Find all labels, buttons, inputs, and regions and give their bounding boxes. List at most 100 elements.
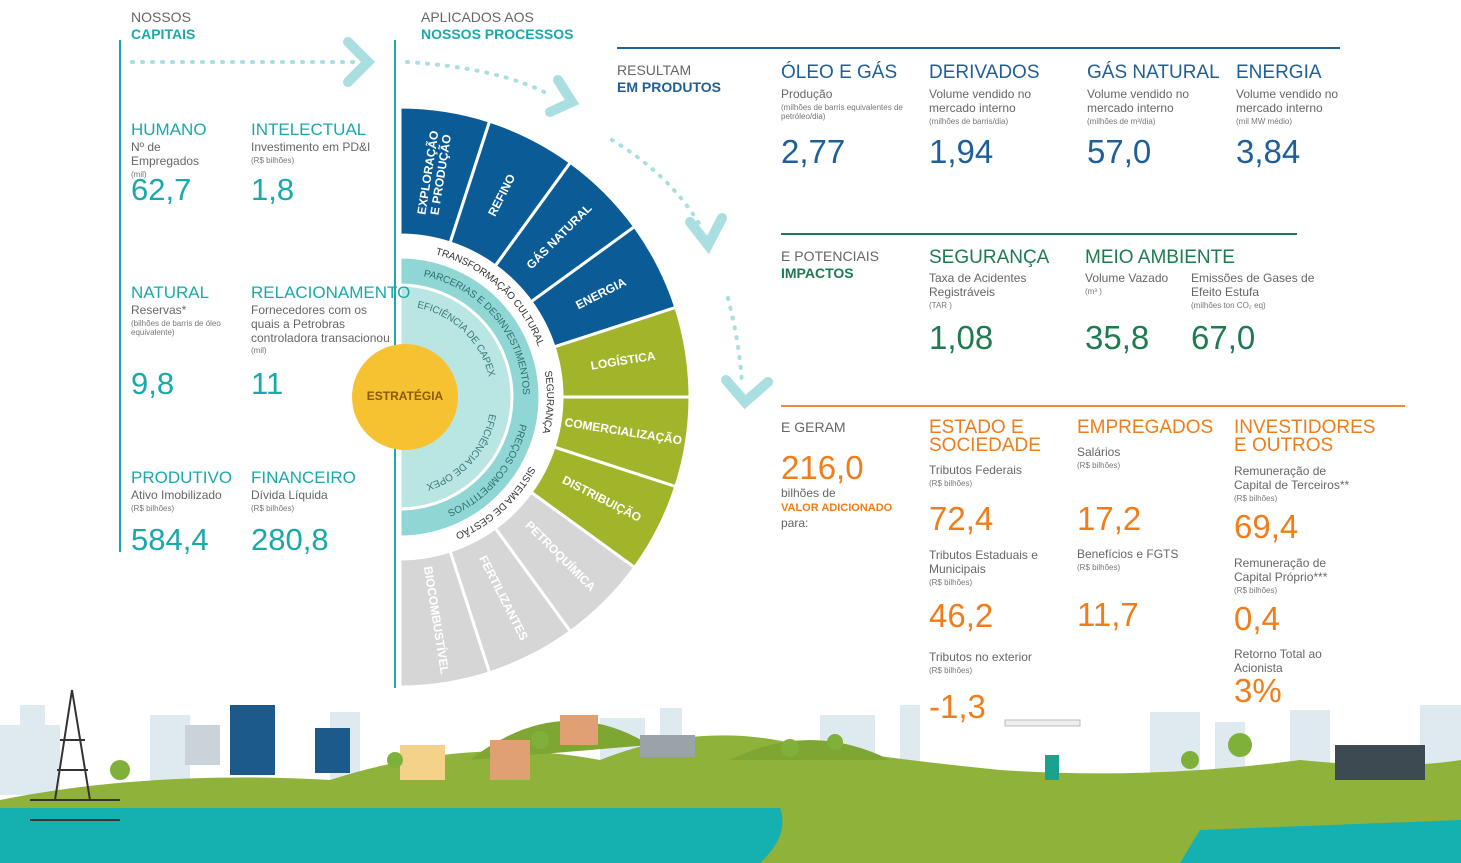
unit: (R$ bilhões) (131, 504, 226, 513)
description: Volume vendido no mercado interno (1236, 88, 1346, 116)
description: Taxa de Acidentes Registráveis (929, 272, 1029, 300)
impact-value: 1,08 (929, 319, 993, 357)
description-block: Tributos Federais(R$ bilhões) (929, 464, 1039, 488)
capital-value: 1,8 (251, 172, 294, 208)
capital-value: 584,4 (131, 522, 209, 558)
value-added-title: INVESTIDORES E OUTROS (1234, 419, 1384, 455)
description-block: Volume vendido no mercado interno(mil MW… (1236, 88, 1346, 126)
total-text: para: (781, 517, 808, 531)
unit: (milhões de barris/dia) (929, 117, 1039, 126)
description: Tributos Federais (929, 464, 1039, 478)
value-added-value: 72,4 (929, 500, 993, 538)
description: Salários (1077, 446, 1217, 460)
unit: (mil) (251, 346, 391, 355)
impact-value: 67,0 (1191, 319, 1255, 357)
infographic: TRANSFORMAÇÃO CULTURALSEGURANÇASISTEMA D… (0, 0, 1461, 863)
unit: (R$ bilhões) (1077, 461, 1217, 470)
capital-title: PRODUTIVO (131, 468, 232, 488)
value-added-value: 3% (1234, 672, 1282, 710)
value-added-title: ESTADO E SOCIEDADE (929, 419, 1039, 455)
product-title: GÁS NATURAL (1087, 62, 1220, 84)
description: Emissões de Gases de Efeito Estufa (1191, 272, 1316, 300)
description: Dívida Líquida (251, 489, 391, 503)
capital-title: NATURAL (131, 283, 209, 303)
description-block: Fornecedores com os quais a Petrobras co… (251, 304, 391, 356)
product-title: DERIVADOS (929, 62, 1040, 84)
total-value: 216,0 (781, 449, 864, 487)
value-added-value: 11,7 (1077, 596, 1139, 634)
capital-title: INTELECTUAL (251, 120, 366, 140)
description: Tributos Estaduais e Municipais (929, 549, 1039, 577)
description: Ativo Imobilizado (131, 489, 226, 503)
landscape (0, 690, 1461, 863)
unit: (R$ bilhões) (251, 504, 391, 513)
capital-value: 11 (251, 366, 283, 402)
product-value: 1,94 (929, 133, 993, 171)
description-block: Benefícios e FGTS(R$ bilhões) (1077, 548, 1217, 572)
description: Reservas* (131, 304, 226, 318)
unit: (R$ bilhões) (929, 666, 1039, 675)
unit: (milhões ton CO₂ eq) (1191, 301, 1316, 310)
description-block: Emissões de Gases de Efeito Estufa(milhõ… (1191, 272, 1316, 310)
unit: (bilhões de barris de óleo equivalente) (131, 319, 226, 337)
capital-title: RELACIONAMENTO (251, 283, 410, 303)
unit: (R$ bilhões) (929, 578, 1039, 587)
description-block: Volume Vazado(m³ ) (1085, 272, 1185, 296)
description-block: Ativo Imobilizado(R$ bilhões) (131, 489, 226, 513)
capital-title: FINANCEIRO (251, 468, 356, 488)
description-block: Taxa de Acidentes Registráveis(TAR ) (929, 272, 1029, 310)
description-block: Remuneração de Capital de Terceiros**(R$… (1234, 465, 1354, 503)
description: Benefícios e FGTS (1077, 548, 1217, 562)
product-value: 3,84 (1236, 133, 1300, 171)
description: Remuneração de Capital de Terceiros** (1234, 465, 1354, 493)
impact-title: SEGURANÇA (929, 247, 1049, 269)
heading-main: EM PRODUTOS (617, 79, 721, 95)
description: Volume vendido no mercado interno (929, 88, 1039, 116)
heading-main: IMPACTOS (781, 265, 854, 281)
description-block: Produção(milhões de barris equivalentes … (781, 88, 906, 121)
unit: (R$ bilhões) (251, 156, 391, 165)
unit: (R$ bilhões) (929, 479, 1039, 488)
description: Fornecedores com os quais a Petrobras co… (251, 304, 391, 345)
description-block: Volume vendido no mercado interno(milhõe… (929, 88, 1039, 126)
description-block: Salários(R$ bilhões) (1077, 446, 1217, 470)
unit: (R$ bilhões) (1234, 494, 1354, 503)
heading-lead: APLICADOS AOS (421, 9, 534, 25)
capital-value: 62,7 (131, 172, 191, 208)
description: Nº de Empregados (131, 141, 226, 169)
description: Remuneração de Capital Próprio*** (1234, 557, 1354, 585)
unit: (mil MW médio) (1236, 117, 1346, 126)
description-block: Volume vendido no mercado interno(milhõe… (1087, 88, 1197, 126)
total-text: VALOR ADICIONADO (781, 502, 892, 515)
impact-title: MEIO AMBIENTE (1085, 247, 1235, 269)
heading-main: CAPITAIS (131, 26, 195, 42)
description-block: Investimento em PD&I(R$ bilhões) (251, 141, 391, 165)
description-block: Tributos no exterior(R$ bilhões) (929, 651, 1039, 675)
unit: (R$ bilhões) (1234, 586, 1354, 595)
description: Tributos no exterior (929, 651, 1039, 665)
description-block: Tributos Estaduais e Municipais(R$ bilhõ… (929, 549, 1039, 587)
description-block: Remuneração de Capital Próprio***(R$ bil… (1234, 557, 1354, 595)
strategy-label: ESTRATÉGIA (367, 388, 444, 403)
description-block: Reservas*(bilhões de barris de óleo equi… (131, 304, 226, 337)
heading-lead: E GERAM (781, 419, 846, 435)
description-block: Dívida Líquida(R$ bilhões) (251, 489, 391, 513)
value-added-value: -1,3 (929, 688, 986, 726)
unit: (R$ bilhões) (1077, 563, 1217, 572)
heading-main: NOSSOS PROCESSOS (421, 26, 573, 42)
description: Produção (781, 88, 906, 102)
heading-lead: RESULTAM (617, 62, 691, 78)
description: Volume vendido no mercado interno (1087, 88, 1197, 116)
unit: (TAR ) (929, 301, 1029, 310)
capital-value: 280,8 (251, 522, 329, 558)
capital-title: HUMANO (131, 120, 207, 140)
description: Volume Vazado (1085, 272, 1185, 286)
heading-lead: NOSSOS (131, 9, 191, 25)
product-value: 57,0 (1087, 133, 1151, 171)
value-added-value: 69,4 (1234, 508, 1298, 546)
value-added-value: 0,4 (1234, 600, 1280, 638)
description: Investimento em PD&I (251, 141, 391, 155)
product-value: 2,77 (781, 133, 845, 171)
unit: (milhões de m³/dia) (1087, 117, 1197, 126)
